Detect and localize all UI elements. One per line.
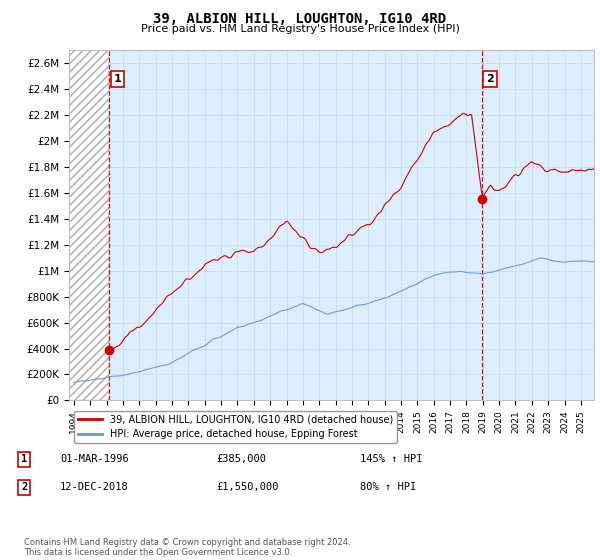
Text: Price paid vs. HM Land Registry's House Price Index (HPI): Price paid vs. HM Land Registry's House … bbox=[140, 24, 460, 34]
Text: 39, ALBION HILL, LOUGHTON, IG10 4RD: 39, ALBION HILL, LOUGHTON, IG10 4RD bbox=[154, 12, 446, 26]
Text: 1: 1 bbox=[21, 454, 27, 464]
Text: 2: 2 bbox=[486, 74, 494, 84]
Text: 01-MAR-1996: 01-MAR-1996 bbox=[60, 454, 129, 464]
Text: 12-DEC-2018: 12-DEC-2018 bbox=[60, 482, 129, 492]
Text: 80% ↑ HPI: 80% ↑ HPI bbox=[360, 482, 416, 492]
Text: Contains HM Land Registry data © Crown copyright and database right 2024.
This d: Contains HM Land Registry data © Crown c… bbox=[24, 538, 350, 557]
Bar bbox=[69, 50, 109, 400]
Text: £385,000: £385,000 bbox=[216, 454, 266, 464]
Text: 1: 1 bbox=[113, 74, 121, 84]
Text: £1,550,000: £1,550,000 bbox=[216, 482, 278, 492]
Text: 2: 2 bbox=[21, 482, 27, 492]
Text: 145% ↑ HPI: 145% ↑ HPI bbox=[360, 454, 422, 464]
Bar bbox=[69, 50, 109, 400]
Legend: 39, ALBION HILL, LOUGHTON, IG10 4RD (detached house), HPI: Average price, detach: 39, ALBION HILL, LOUGHTON, IG10 4RD (det… bbox=[74, 410, 397, 444]
